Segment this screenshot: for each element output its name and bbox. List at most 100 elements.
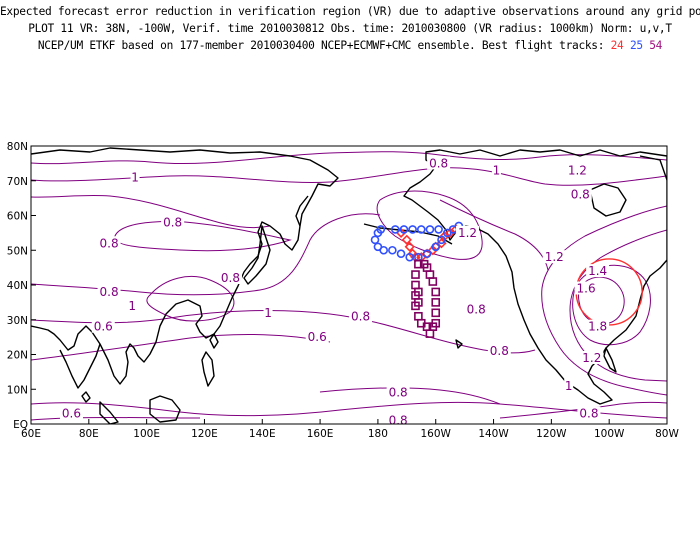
contour-label-bg	[349, 309, 373, 323]
contour-label-bg	[386, 385, 410, 399]
contour-label: 0.8	[389, 386, 408, 400]
hudson-bay-coastline	[589, 183, 627, 217]
contour-label-bg	[97, 284, 121, 298]
y-tick-label: 40N	[7, 280, 28, 292]
contour-label: 1.2	[568, 163, 587, 177]
track-legend-54: 54	[649, 39, 663, 52]
x-tick-label: 120W	[536, 428, 567, 440]
contour-line	[499, 401, 667, 419]
x-tick-label: 180	[368, 428, 388, 440]
taiwan-island	[209, 333, 219, 349]
contour-label: 0.8	[490, 344, 509, 358]
track-25-point	[425, 225, 435, 234]
title-line-3-text: NCEP/UM ETKF based on 177-member 2010030…	[37, 39, 605, 52]
contour-line	[31, 417, 201, 421]
track-54-point	[431, 318, 441, 328]
track-25-point	[437, 235, 446, 245]
contour-label: 0.8	[100, 285, 119, 299]
contour-line	[31, 167, 667, 186]
contour-label-bg	[59, 406, 83, 420]
contour-label: 0.6	[308, 330, 327, 344]
track-25-point	[390, 225, 400, 234]
track-legend: 24 25 54	[611, 39, 663, 52]
contour-label: 0.8	[467, 302, 486, 316]
contour-line	[376, 190, 483, 260]
y-tick-label: 60N	[7, 211, 28, 223]
philippines-island	[201, 351, 215, 387]
contour-label: 1	[128, 299, 136, 313]
flight-tracks	[370, 221, 464, 338]
track-24-point	[427, 245, 438, 256]
track-legend-24: 24	[610, 39, 630, 52]
kamchatka-coastline	[295, 195, 309, 227]
contour-label-bg	[577, 406, 601, 420]
track-54-point	[425, 270, 435, 279]
contour-label-bg	[565, 163, 589, 177]
contour-label-bg	[542, 250, 566, 264]
track-54-point	[428, 277, 438, 286]
borneo-island	[149, 395, 181, 423]
track-25-point	[422, 249, 432, 259]
track-25-point	[373, 228, 383, 238]
contour-label-bg	[127, 298, 137, 312]
sumatra-island	[99, 401, 119, 424]
x-tick-label: 80W	[655, 428, 679, 440]
contour-label: 1.2	[582, 351, 601, 365]
title-line-3: NCEP/UM ETKF based on 177-member 2010030…	[0, 39, 700, 52]
track-legend-25: 25	[629, 39, 650, 52]
contour-label-bg	[564, 378, 574, 392]
title-line-2: PLOT 11 VR: 38N, -100W, Verif. time 2010…	[28, 22, 672, 35]
contour-label-bg	[580, 350, 604, 364]
contour-label: 1	[264, 306, 272, 320]
x-tick-label: 160W	[421, 428, 452, 440]
track-25-point	[434, 225, 443, 234]
greenland-coastline	[639, 155, 667, 181]
contour-label: 0.8	[571, 188, 590, 202]
y-tick-label: 10N	[7, 384, 28, 396]
contour-label-bg	[586, 264, 610, 278]
x-tick-label: 60E	[21, 428, 41, 440]
contour-label: 0.6	[94, 320, 113, 334]
y-tick-label: 80N	[7, 141, 28, 153]
contour-label: 0.6	[62, 407, 81, 421]
contour-label-bg	[456, 225, 480, 239]
contour-label-bg	[487, 344, 511, 358]
contour-label: 0.8	[100, 236, 119, 250]
contour-label-bg	[97, 236, 121, 250]
contour-label: 1.4	[588, 264, 607, 278]
contour-label: 1	[565, 379, 573, 393]
x-tick-label: 100W	[594, 428, 625, 440]
eurasia-coastline	[31, 147, 339, 385]
contour-label-bg	[130, 170, 140, 184]
y-tick-label: 20N	[7, 350, 28, 362]
contour-label: 0.8	[579, 407, 598, 421]
contour-line	[541, 205, 667, 396]
track-54-point	[431, 298, 441, 307]
x-tick-label: 100E	[133, 428, 160, 440]
contour-label-bg	[464, 302, 488, 316]
track-54-point	[431, 308, 441, 318]
x-tick-label: 120E	[191, 428, 218, 440]
track-25-point	[379, 245, 388, 255]
north-america-coastline	[403, 149, 667, 405]
track-25-point	[405, 252, 415, 262]
contour-line	[569, 229, 667, 382]
contour-label: 0.8	[351, 309, 370, 323]
contour-line	[31, 310, 536, 354]
track-25-point	[396, 249, 406, 259]
track-54-point	[411, 270, 420, 279]
contour-label-bg	[568, 187, 592, 201]
track-54-point	[414, 287, 423, 297]
contour-label-bg	[574, 281, 598, 295]
contour-label: 1.8	[588, 320, 607, 334]
contour-line	[577, 276, 625, 325]
contour-label: 1.6	[577, 281, 596, 295]
contour-line	[31, 151, 667, 165]
contour-label-bg	[91, 319, 115, 333]
contour-line	[31, 401, 667, 419]
track-54-point	[414, 259, 423, 269]
india-coastline	[59, 343, 101, 389]
y-tick-label: 70N	[7, 176, 28, 188]
x-tick-label: 160E	[307, 428, 334, 440]
